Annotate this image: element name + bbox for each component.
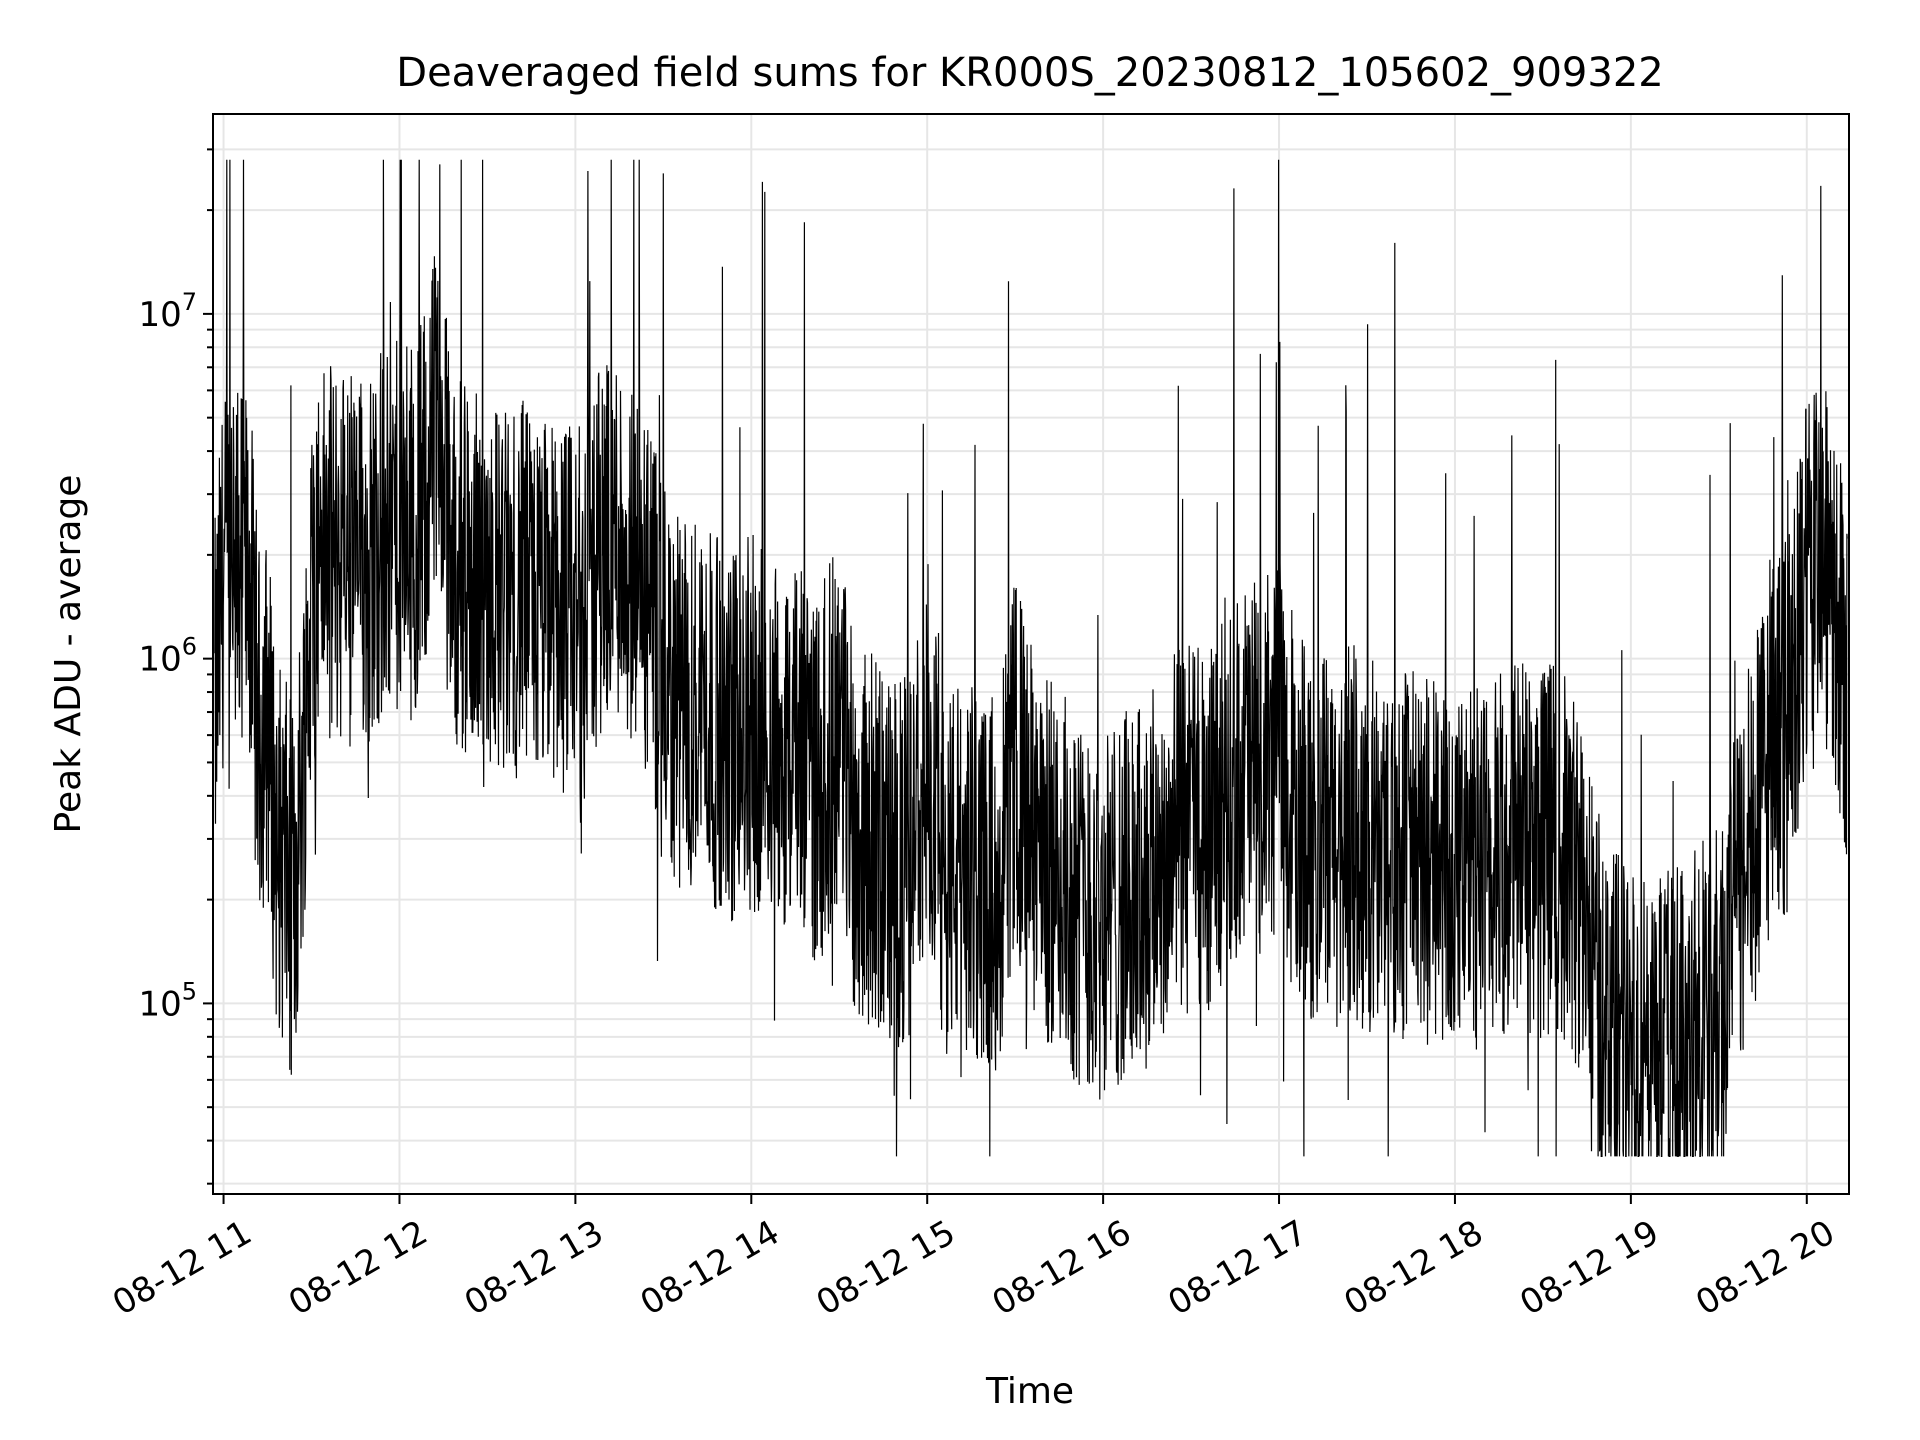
y-tick-exponent: 6 bbox=[182, 633, 197, 661]
y-tick-exponent: 7 bbox=[182, 288, 197, 316]
chart-title: Deaveraged field sums for KR000S_2023081… bbox=[396, 50, 1663, 96]
x-axis-label: Time bbox=[985, 1371, 1074, 1412]
y-tick-label: 107 bbox=[138, 288, 197, 335]
y-tick-exponent: 5 bbox=[182, 977, 197, 1005]
series-line bbox=[214, 159, 1848, 1158]
y-tick-label: 106 bbox=[138, 633, 197, 680]
y-tick-base: 10 bbox=[138, 640, 181, 680]
y-axis-label: Peak ADU - average bbox=[48, 475, 89, 834]
series-layer bbox=[214, 159, 1848, 1158]
plot-frame bbox=[212, 113, 1850, 1195]
y-tick-label: 105 bbox=[138, 977, 197, 1024]
y-tick-base: 10 bbox=[138, 984, 181, 1024]
y-tick-base: 10 bbox=[138, 295, 181, 335]
